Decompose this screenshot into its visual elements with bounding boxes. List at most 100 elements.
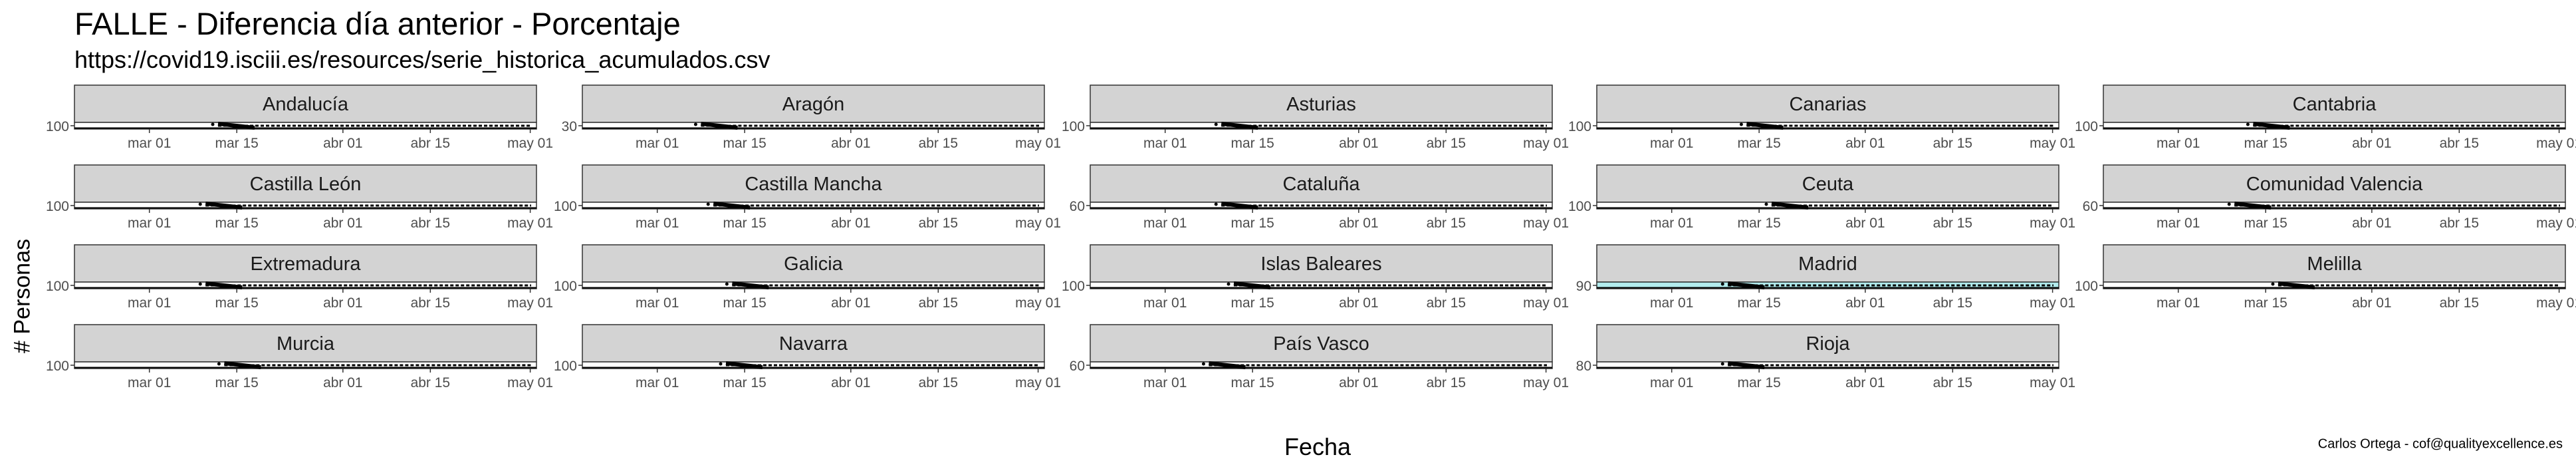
x-tick-label-castilla-leon-1: mar 15 bbox=[215, 216, 259, 231]
x-tick-label-asturias-1: mar 15 bbox=[1231, 136, 1274, 151]
x-tick-label-ceuta-3: abr 15 bbox=[1933, 216, 1973, 231]
x-tick-label-cataluna-3: abr 15 bbox=[1427, 216, 1466, 231]
facet-label-galicia: Galicia bbox=[784, 253, 844, 275]
series-spike-pais-vasco bbox=[1209, 361, 1246, 369]
x-tick-label-pais-vasco-2: abr 01 bbox=[1339, 375, 1379, 390]
x-tick-label-murcia-3: abr 15 bbox=[411, 375, 451, 390]
series-spike-rioja bbox=[1727, 361, 1765, 369]
chart-caption: Carlos Ortega - cof@qualityexcellence.es bbox=[2317, 436, 2563, 452]
y-tick-label-navarra: 100 bbox=[554, 359, 577, 374]
x-tick-label-comunidad-valencia-2: abr 01 bbox=[2352, 216, 2392, 231]
series-spike-melilla bbox=[2278, 281, 2315, 289]
y-tick-label-ceuta: 100 bbox=[1568, 199, 1591, 214]
y-tick-label-canarias: 100 bbox=[1568, 119, 1591, 134]
facet-label-cataluna: Cataluña bbox=[1282, 174, 1360, 195]
series-point-rioja bbox=[1720, 362, 1724, 366]
x-tick-label-ceuta-1: mar 15 bbox=[1738, 216, 1781, 231]
x-tick-label-navarra-2: abr 01 bbox=[831, 375, 871, 390]
x-tick-label-aragon-3: abr 15 bbox=[919, 136, 959, 151]
x-tick-label-aragon-0: mar 01 bbox=[636, 136, 679, 151]
x-tick-label-navarra-1: mar 15 bbox=[723, 375, 766, 390]
x-tick-label-castilla-mancha-1: mar 15 bbox=[723, 216, 766, 231]
chart-subtitle: https://covid19.isciii.es/resources/seri… bbox=[74, 46, 770, 73]
y-tick-label-galicia: 100 bbox=[554, 279, 577, 294]
y-tick-label-rioja: 80 bbox=[1576, 359, 1591, 374]
facet-strip-melilla bbox=[2103, 244, 2566, 283]
x-tick-label-andalucia-0: mar 01 bbox=[128, 136, 171, 151]
series-spike-castilla-leon bbox=[205, 202, 243, 210]
x-tick-label-galicia-4: may 01 bbox=[1015, 295, 1061, 311]
x-tick-label-andalucia-4: may 01 bbox=[507, 136, 553, 151]
series-point-asturias bbox=[1214, 122, 1218, 126]
y-tick-label-asturias: 100 bbox=[1062, 119, 1085, 134]
series-point-andalucia bbox=[211, 122, 215, 126]
x-tick-label-murcia-1: mar 15 bbox=[215, 375, 259, 390]
facet-label-murcia: Murcia bbox=[277, 333, 335, 355]
series-point-galicia bbox=[725, 282, 729, 286]
series-spike-comunidad-valencia bbox=[2234, 202, 2272, 210]
series-spike-asturias bbox=[1221, 122, 1258, 130]
x-tick-label-navarra-4: may 01 bbox=[1015, 375, 1061, 390]
series-spike-galicia bbox=[732, 281, 769, 289]
facet-label-asturias: Asturias bbox=[1286, 94, 1356, 115]
x-tick-label-cataluna-4: may 01 bbox=[1523, 216, 1569, 231]
series-spike-aragon bbox=[701, 122, 738, 130]
series-point-navarra bbox=[719, 362, 723, 366]
series-point-cantabria bbox=[2246, 122, 2250, 126]
y-tick-label-melilla: 100 bbox=[2075, 279, 2098, 294]
series-point-cataluna bbox=[1214, 202, 1218, 206]
facet-strip-madrid bbox=[1596, 244, 2059, 283]
x-tick-label-navarra-0: mar 01 bbox=[636, 375, 679, 390]
x-tick-label-castilla-mancha-4: may 01 bbox=[1015, 216, 1061, 231]
x-tick-label-cantabria-3: abr 15 bbox=[2440, 136, 2480, 151]
y-tick-label-cataluna: 60 bbox=[1070, 199, 1085, 214]
x-tick-label-madrid-2: abr 01 bbox=[1845, 295, 1885, 311]
y-tick-label-castilla-mancha: 100 bbox=[554, 199, 577, 214]
y-tick-label-pais-vasco: 60 bbox=[1070, 359, 1085, 374]
series-spike-cataluna bbox=[1221, 202, 1258, 210]
x-tick-label-canarias-0: mar 01 bbox=[1650, 136, 1693, 151]
x-tick-label-comunidad-valencia-0: mar 01 bbox=[2157, 216, 2200, 231]
series-spike-madrid bbox=[1727, 281, 1765, 289]
x-tick-label-islas-baleares-1: mar 15 bbox=[1231, 295, 1274, 311]
series-spike-canarias bbox=[1746, 122, 1784, 130]
x-tick-label-castilla-mancha-3: abr 15 bbox=[919, 216, 959, 231]
y-tick-label-aragon: 30 bbox=[562, 119, 577, 134]
series-point-pais-vasco bbox=[1201, 362, 1205, 366]
x-tick-label-murcia-4: may 01 bbox=[507, 375, 553, 390]
x-tick-label-melilla-3: abr 15 bbox=[2440, 295, 2480, 311]
facet-label-comunidad-valencia: Comunidad Valencia bbox=[2246, 174, 2423, 195]
x-tick-label-asturias-3: abr 15 bbox=[1427, 136, 1466, 151]
x-tick-label-melilla-0: mar 01 bbox=[2157, 295, 2200, 311]
x-tick-label-rioja-4: may 01 bbox=[2030, 375, 2075, 390]
facet-strip-navarra bbox=[582, 324, 1045, 363]
x-tick-label-castilla-leon-2: abr 01 bbox=[323, 216, 363, 231]
x-tick-label-castilla-mancha-0: mar 01 bbox=[636, 216, 679, 231]
y-tick-label-andalucia: 100 bbox=[46, 119, 69, 134]
series-spike-andalucia bbox=[217, 122, 255, 130]
y-tick-label-madrid: 90 bbox=[1576, 279, 1591, 294]
series-point-comunidad-valencia bbox=[2227, 202, 2231, 206]
facet-label-melilla: Melilla bbox=[2307, 253, 2362, 275]
x-tick-label-comunidad-valencia-3: abr 15 bbox=[2440, 216, 2480, 231]
x-tick-label-asturias-0: mar 01 bbox=[1143, 136, 1187, 151]
facet-label-extremadura: Extremadura bbox=[250, 253, 361, 275]
facet-label-aragon: Aragón bbox=[782, 94, 845, 115]
y-tick-label-comunidad-valencia: 60 bbox=[2083, 199, 2098, 214]
series-point-castilla-mancha bbox=[706, 202, 710, 206]
x-tick-label-cantabria-2: abr 01 bbox=[2352, 136, 2392, 151]
x-tick-label-castilla-leon-4: may 01 bbox=[507, 216, 553, 231]
x-tick-label-galicia-3: abr 15 bbox=[919, 295, 959, 311]
x-tick-label-cataluna-1: mar 15 bbox=[1231, 216, 1274, 231]
facet-strip-islas-baleares bbox=[1090, 244, 1553, 283]
x-tick-label-andalucia-3: abr 15 bbox=[411, 136, 451, 151]
facet-label-canarias: Canarias bbox=[1789, 94, 1866, 115]
facet-strip-asturias bbox=[1090, 84, 1553, 123]
x-tick-label-islas-baleares-0: mar 01 bbox=[1143, 295, 1187, 311]
y-tick-label-castilla-leon: 100 bbox=[46, 199, 69, 214]
y-tick-label-islas-baleares: 100 bbox=[1062, 279, 1085, 294]
facet-strip-castilla-leon bbox=[74, 164, 537, 203]
x-tick-label-rioja-2: abr 01 bbox=[1845, 375, 1885, 390]
x-tick-label-madrid-1: mar 15 bbox=[1738, 295, 1781, 311]
